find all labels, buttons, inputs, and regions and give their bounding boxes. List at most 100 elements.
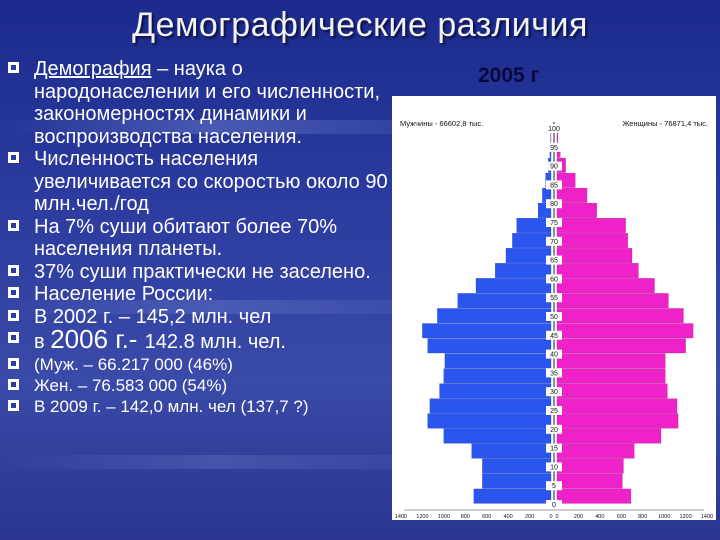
x-tick-label: 400 — [504, 514, 513, 520]
male-bar — [482, 458, 552, 474]
square-bullet-icon — [8, 287, 19, 298]
male-bar — [505, 248, 552, 263]
female-bar — [556, 248, 633, 263]
female-bar — [556, 488, 632, 504]
age-tick-label: 100 — [548, 126, 560, 133]
slide-title: Демографические различия — [132, 6, 588, 44]
bullet-text: Численность населения увеличивается со с… — [34, 148, 388, 215]
bullet-text: В 2002 г. – 145,2 млн. чел — [34, 305, 272, 328]
female-bar — [556, 203, 597, 218]
age-tick-background — [546, 199, 562, 209]
age-tick-background — [546, 481, 562, 491]
age-tick-label: 50 — [550, 314, 558, 321]
bullet-item: (Муж. – 66.217 000 (46%) — [6, 354, 391, 375]
male-bar — [475, 278, 552, 293]
bullet-text: В 2009 г. – 142,0 млн. чел (137,7 ?) — [34, 396, 309, 416]
x-tick-label: 400 — [595, 514, 604, 520]
x-tick-label: 0 — [555, 514, 558, 520]
male-bar — [473, 488, 552, 504]
female-bar — [556, 278, 655, 293]
bullet-text: Демография — [34, 58, 152, 80]
bullet-item: Численность населения увеличивается со с… — [6, 148, 391, 216]
age-tick-label: 10 — [550, 464, 558, 471]
age-tick-label: 15 — [550, 446, 558, 453]
bullet-text: – наука о народонаселении и его численно… — [34, 58, 381, 148]
age-tick-label: 70 — [550, 239, 558, 246]
age-tick-label: 30 — [550, 389, 558, 396]
male-bar — [443, 368, 552, 384]
male-bar — [437, 308, 552, 324]
age-tick-background — [546, 349, 562, 359]
female-legend-label: Женщины - 76871,4 тыс. — [622, 119, 708, 128]
bullet-text: в — [34, 331, 51, 353]
male-bar — [443, 428, 552, 444]
male-legend-label: Мужчины - 66602,8 тыс. — [400, 119, 483, 128]
bullet-item: в 2006 г.- 142.8 млн. чел. — [6, 326, 391, 354]
age-tick-background — [546, 142, 562, 152]
square-bullet-icon — [8, 62, 19, 73]
age-tick-background — [546, 312, 562, 321]
x-tick-label: 600 — [617, 514, 626, 520]
female-bar — [556, 338, 686, 354]
x-tick-label: 1000 — [438, 514, 450, 520]
square-bullet-icon — [8, 264, 19, 276]
bullet-item: В 2009 г. – 142,0 млн. чел (137,7 ?) — [6, 396, 391, 417]
bullet-text: На 7% суши обитают более 70% населения п… — [34, 215, 338, 261]
female-bar — [556, 188, 588, 203]
female-bar — [556, 263, 639, 278]
age-tick-label: 65 — [550, 258, 558, 265]
age-tick-label: 90 — [550, 164, 558, 171]
age-tick-background — [546, 462, 562, 472]
female-bar — [556, 413, 679, 429]
x-tick-label: 1000 — [658, 514, 670, 520]
age-tick-label: 95 — [550, 145, 558, 152]
age-tick-label: 75 — [550, 220, 558, 227]
female-bar — [556, 308, 684, 324]
age-tick-label: 25 — [550, 408, 558, 415]
bullet-item: На 7% суши обитают более 70% населения п… — [6, 216, 391, 261]
x-tick-label: 1400 — [395, 514, 407, 520]
female-bar — [556, 428, 662, 444]
age-tick-background — [546, 368, 562, 378]
male-bar — [512, 233, 552, 248]
male-bar — [482, 473, 552, 489]
age-tick-label: 45 — [550, 333, 558, 340]
population-pyramid: 1009590858075706560555045403530252015105… — [395, 119, 713, 520]
bullet-text: г.- — [108, 324, 145, 354]
female-bar — [556, 323, 694, 339]
square-bullet-icon — [8, 152, 19, 163]
female-bar — [556, 218, 626, 233]
age-tick-label: 35 — [550, 370, 558, 377]
bullet-text: Жен. – 76.583 000 (54%) — [34, 375, 228, 395]
female-bar — [556, 458, 624, 474]
x-tick-label: 800 — [461, 514, 470, 520]
male-bar — [471, 443, 552, 459]
x-tick-label: 0 — [549, 514, 552, 520]
x-tick-label: 800 — [638, 514, 647, 520]
square-bullet-icon — [8, 399, 19, 411]
bullet-text: Население России: — [34, 283, 214, 305]
age-tick-background — [546, 124, 562, 133]
male-bar — [516, 218, 552, 233]
age-tick-background — [546, 255, 562, 265]
age-tick-background — [546, 424, 562, 434]
female-bar — [556, 353, 666, 369]
x-tick-label: 600 — [482, 514, 491, 520]
female-bar — [556, 383, 668, 399]
male-bar — [422, 323, 552, 339]
bullet-item: Жен. – 76.583 000 (54%) — [6, 375, 391, 396]
age-tick-background — [546, 330, 562, 340]
age-tick-label: 60 — [550, 276, 558, 283]
bullet-text: 142.8 млн. чел. — [144, 331, 286, 353]
age-tick-label: 0 — [552, 502, 556, 509]
male-bar — [439, 383, 552, 399]
x-tick-label: 1200 — [679, 514, 691, 520]
square-bullet-icon — [8, 309, 19, 321]
male-bar — [457, 293, 552, 309]
male-bar — [427, 413, 552, 429]
age-tick-label: 5 — [552, 483, 556, 490]
square-bullet-icon — [8, 332, 19, 343]
male-bar — [429, 398, 552, 414]
age-tick-background — [546, 406, 562, 415]
age-tick-background — [546, 387, 562, 397]
